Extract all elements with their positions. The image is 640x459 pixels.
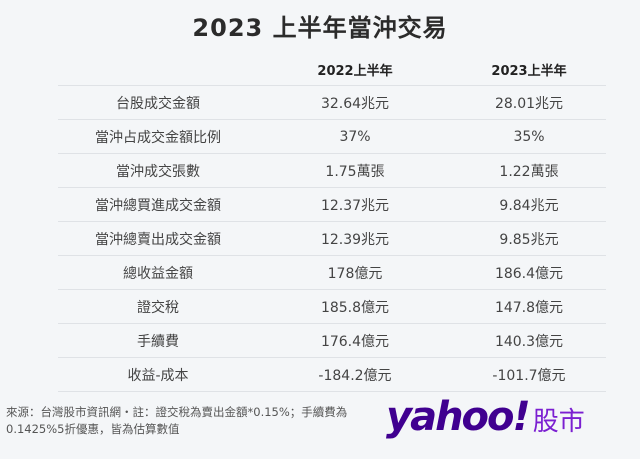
- row-value: 9.84兆元: [499, 197, 559, 214]
- header-cell-2022: 2022上半年: [317, 64, 393, 79]
- yahoo-stock-logo: yahoo! 股市: [386, 394, 585, 440]
- row-value: -184.2億元: [318, 367, 392, 384]
- row-label: 當沖總買進成交金額: [95, 197, 221, 214]
- table-header: 2022上半年 2023上半年: [58, 54, 606, 86]
- row-value: 1.22萬張: [499, 163, 559, 180]
- table-row: 當沖占成交金額比例 37% 35%: [58, 120, 606, 154]
- table-row: 收益-成本 -184.2億元 -101.7億元: [58, 358, 606, 392]
- row-value: 186.4億元: [494, 265, 564, 282]
- row-value: 12.39兆元: [320, 231, 390, 248]
- header-cell-2023: 2023上半年: [491, 64, 567, 79]
- row-label: 台股成交金額: [116, 95, 200, 112]
- row-value: 28.01兆元: [494, 95, 564, 112]
- row-value: 147.8億元: [494, 299, 564, 316]
- table-row: 當沖總買進成交金額 12.37兆元 9.84兆元: [58, 188, 606, 222]
- logo-brand: yahoo!: [386, 394, 531, 440]
- row-value: 9.85兆元: [499, 231, 559, 248]
- row-value: 35%: [513, 128, 545, 145]
- page-title: 2023 上半年當沖交易: [192, 14, 448, 42]
- data-table: 2022上半年 2023上半年 台股成交金額 32.64兆元 28.01兆元當沖占成…: [58, 54, 606, 392]
- row-label: 當沖總賣出成交金額: [95, 231, 221, 248]
- row-label: 當沖占成交金額比例: [95, 129, 221, 146]
- row-value: 37%: [339, 128, 371, 145]
- row-value: 32.64兆元: [320, 95, 390, 112]
- note-line: 來源：台灣股市資訊網・註：證交稅為賣出金額*0.15%；手續費為: [6, 405, 348, 419]
- row-label: 總收益金額: [123, 265, 193, 282]
- table-row: 手續費 176.4億元 140.3億元: [58, 324, 606, 358]
- source-note: 來源：台灣股市資訊網・註：證交稅為賣出金額*0.15%；手續費為 0.1425%…: [6, 404, 376, 438]
- table-row: 當沖總賣出成交金額 12.39兆元 9.85兆元: [58, 222, 606, 256]
- row-value: 176.4億元: [320, 333, 390, 350]
- row-label: 收益-成本: [127, 367, 189, 384]
- table-row: 台股成交金額 32.64兆元 28.01兆元: [58, 86, 606, 120]
- table-row: 總收益金額 178億元 186.4億元: [58, 256, 606, 290]
- row-label: 手續費: [137, 333, 179, 350]
- table-row: 當沖成交張數 1.75萬張 1.22萬張: [58, 154, 606, 188]
- row-label: 當沖成交張數: [116, 163, 200, 180]
- logo-section: 股市: [532, 407, 585, 437]
- row-value: 185.8億元: [320, 299, 390, 316]
- row-value: 12.37兆元: [320, 197, 390, 214]
- row-value: 140.3億元: [494, 333, 564, 350]
- note-line: 0.1425%5折優惠，皆為估算數值: [6, 422, 180, 436]
- row-value: -101.7億元: [492, 367, 566, 384]
- row-value: 178億元: [327, 265, 383, 282]
- row-label: 證交稅: [137, 299, 179, 316]
- row-value: 1.75萬張: [325, 163, 385, 180]
- table-row: 證交稅 185.8億元 147.8億元: [58, 290, 606, 324]
